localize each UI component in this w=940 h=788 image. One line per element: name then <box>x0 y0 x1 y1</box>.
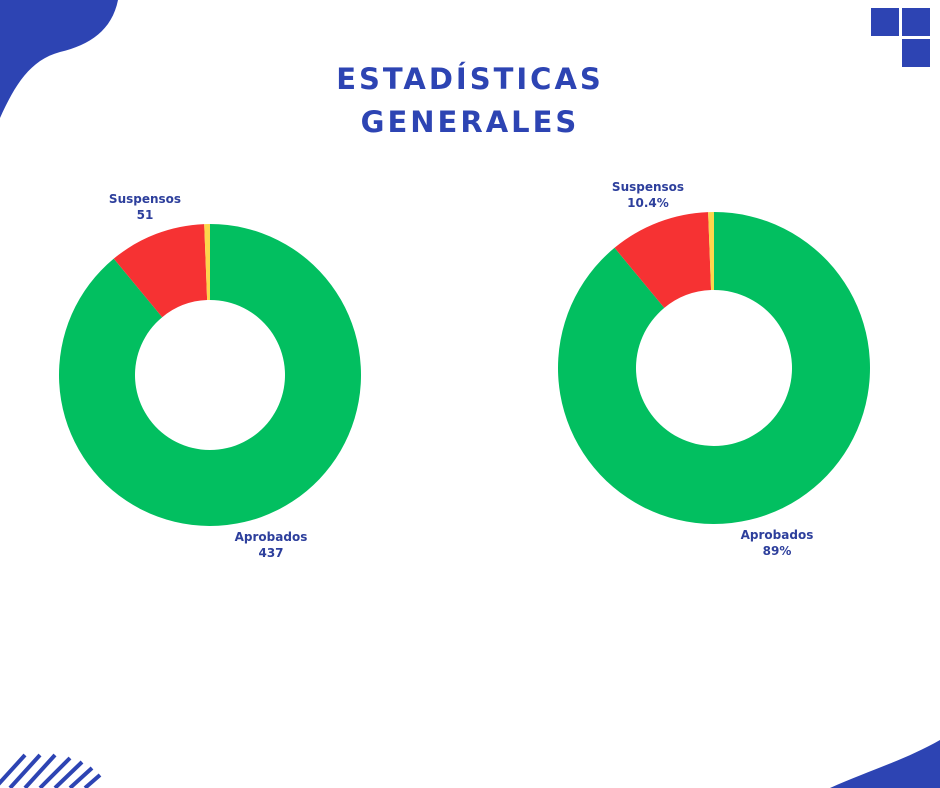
label-name: Aprobados <box>740 528 814 542</box>
chart2-slice-suspensos <box>614 212 712 308</box>
chart1-label-aprobados: Aprobados 437 <box>226 529 316 561</box>
label-value: 51 <box>136 208 154 222</box>
label-value: 10.4% <box>627 196 669 210</box>
label-value: 89% <box>762 544 792 558</box>
stripes-bottom-left <box>0 753 102 788</box>
title-line-2: GENERALES <box>360 105 580 139</box>
corner-blob-top-left <box>0 0 118 118</box>
chart2-label-suspensos: Suspensos 10.4% <box>603 179 693 211</box>
label-name: Suspensos <box>611 180 685 194</box>
chart2-label-aprobados: Aprobados 89% <box>732 527 822 559</box>
label-value: 437 <box>258 546 284 560</box>
logo-squares <box>871 8 930 67</box>
label-name: Aprobados <box>234 530 308 544</box>
chart2-slice-aprobados <box>557 212 871 524</box>
chart1-label-suspensos: Suspensos 51 <box>100 191 190 223</box>
chart1-slice-suspensos <box>113 224 208 318</box>
title-line-1: ESTADÍSTICAS <box>336 62 604 96</box>
wedge-bottom-right <box>830 740 940 788</box>
label-name: Suspensos <box>108 192 182 206</box>
page-title: ESTADÍSTICAS GENERALES <box>0 58 940 144</box>
chart1-slice-otros <box>204 224 210 301</box>
chart1-slice-aprobados <box>59 224 362 526</box>
chart2-slice-otros <box>708 212 714 291</box>
